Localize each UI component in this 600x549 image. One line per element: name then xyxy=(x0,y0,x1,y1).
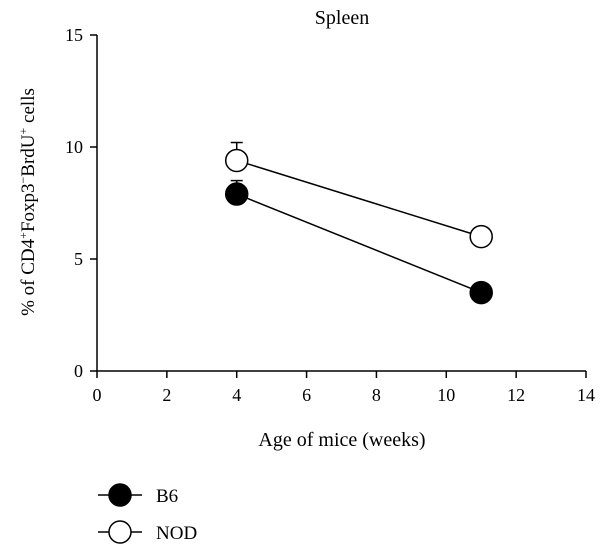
x-axis-label: Age of mice (weeks) xyxy=(258,429,425,451)
x-tick-label: 14 xyxy=(577,385,595,405)
y-tick-label: 10 xyxy=(65,137,83,157)
data-point-nod xyxy=(469,224,493,249)
x-tick-label: 10 xyxy=(437,385,455,405)
y-axis-label-part: cells xyxy=(18,88,39,128)
series-nod xyxy=(224,141,493,249)
axes: 0 2 4 6 8 10 12 14 0 5 10 15 xyxy=(65,25,595,405)
series-b6 xyxy=(224,179,493,305)
y-tick-label: 5 xyxy=(74,249,83,269)
series-layer xyxy=(224,141,493,305)
x-tick-label: 0 xyxy=(93,385,102,405)
y-tick-label: 15 xyxy=(65,25,83,45)
series-line-nod xyxy=(236,159,482,238)
x-tick-label: 8 xyxy=(372,385,381,405)
x-tick-label: 12 xyxy=(507,385,525,405)
y-tick-label: 0 xyxy=(74,361,83,381)
legend-marker xyxy=(108,483,132,507)
y-axis-label-part: Foxp3 xyxy=(18,183,39,232)
legend: B6 NOD xyxy=(98,483,197,544)
y-axis-label-part: % of CD4 xyxy=(18,238,39,316)
data-point-b6 xyxy=(224,182,249,206)
legend-marker xyxy=(108,520,132,544)
y-axis-label-part: − xyxy=(16,176,30,183)
legend-label: NOD xyxy=(156,523,197,544)
y-axis-label: % of CD4+Foxp3−BrdU+ cells xyxy=(16,88,39,316)
x-tick-label: 2 xyxy=(162,385,171,405)
data-point-nod xyxy=(224,148,249,173)
legend-item-b6: B6 xyxy=(98,483,178,507)
y-axis-label-part: + xyxy=(16,127,30,134)
chart-title: Spleen xyxy=(315,7,369,29)
legend-item-nod: NOD xyxy=(98,520,197,544)
legend-label: B6 xyxy=(156,486,178,507)
y-axis-label-part: BrdU xyxy=(18,134,39,177)
x-tick-label: 4 xyxy=(232,385,241,405)
y-axis-label-part: + xyxy=(16,232,30,239)
x-tick-label: 6 xyxy=(302,385,311,405)
series-line-b6 xyxy=(236,193,482,294)
data-point-b6 xyxy=(469,280,493,305)
